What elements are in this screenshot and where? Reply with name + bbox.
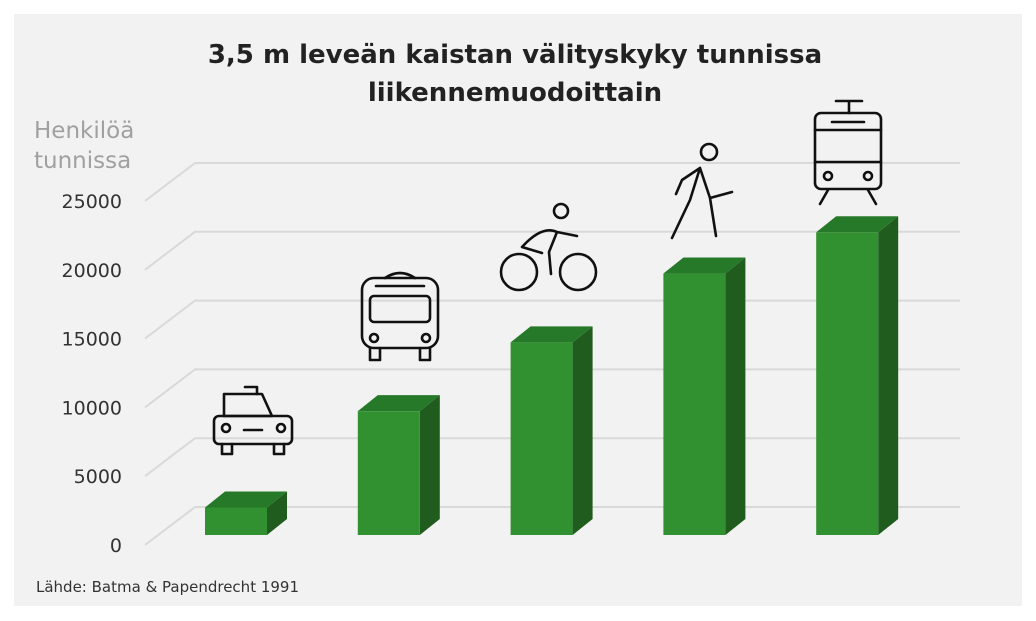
bicycle-icon: [499, 202, 598, 292]
bar-top: [357, 395, 440, 412]
gridline: [144, 230, 960, 271]
bar-side: [572, 326, 593, 535]
y-tick-label: 5000: [74, 466, 122, 488]
bar-side: [267, 491, 287, 535]
y-axis-label-line-2: tunnissa: [34, 148, 131, 174]
bar: [510, 326, 593, 535]
pedestrian-icon: [670, 142, 734, 240]
source-note: Lähde: Batma & Papendrecht 1991: [36, 578, 299, 596]
bar-side: [419, 395, 440, 535]
bar: [816, 216, 899, 535]
bar-front: [357, 411, 420, 535]
chart-title-line-1: 3,5 m leveän kaistan välityskyky tunniss…: [208, 40, 822, 70]
bar: [663, 257, 746, 535]
bar-side: [725, 257, 746, 535]
bar: [205, 491, 287, 535]
y-axis-label-line-1: Henkilöä: [34, 118, 134, 144]
car-icon: [212, 385, 294, 456]
bus-icon: [360, 271, 440, 362]
y-tick-label: 20000: [62, 260, 122, 282]
bar-top: [205, 491, 287, 508]
bar-top: [816, 216, 899, 233]
bar-front: [205, 507, 267, 535]
bar: [357, 395, 440, 535]
bar-front: [510, 342, 573, 535]
bar-top: [510, 326, 593, 343]
y-tick-label: 10000: [62, 397, 122, 419]
y-tick-label: 15000: [62, 329, 122, 351]
y-tick-label: 0: [110, 535, 122, 557]
y-tick-label: 25000: [62, 191, 122, 213]
bar-side: [878, 216, 899, 535]
tram-icon: [813, 99, 883, 206]
bar-front: [816, 232, 879, 535]
chart-title-line-2: liikennemuodoittain: [368, 78, 662, 108]
bar-top: [663, 257, 746, 274]
gridline: [144, 162, 960, 202]
bar-front: [663, 273, 726, 535]
